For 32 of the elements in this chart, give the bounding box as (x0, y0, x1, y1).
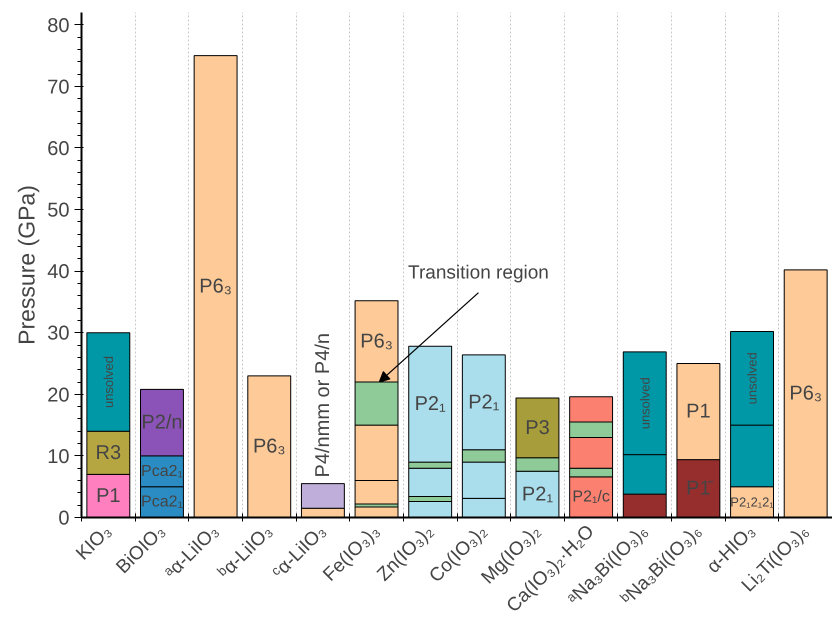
data-label: P2₁ (414, 393, 446, 416)
data-label: P2₁ (468, 391, 500, 414)
x-tick-label: KIO₃ (72, 521, 116, 565)
y-tick-label: 40 (47, 261, 70, 284)
data-label: unsolved (744, 352, 760, 404)
y-axis-title: Pressure (GPa) (13, 185, 40, 345)
y-tick-label: 10 (47, 446, 70, 468)
y-tick-label: 70 (47, 76, 70, 98)
data-label: unsolved (100, 356, 116, 408)
y-tick-label: 0 (58, 508, 70, 530)
data-label: P1 (96, 484, 121, 507)
y-tick-label: 80 (47, 14, 70, 37)
data-label: P6₃ (789, 382, 822, 405)
data-label: P2/n (141, 412, 183, 434)
y-tick-label: 20 (47, 384, 70, 406)
data-label: P1 (686, 400, 711, 423)
annotation: Transition region (408, 262, 549, 284)
data-label: P4/nmm or P4/n (312, 332, 334, 478)
data-label: P3 (525, 416, 550, 439)
data-label: P2₁/c (572, 488, 610, 506)
y-tick-label: 60 (47, 138, 70, 160)
data-label: P2₁ (522, 483, 554, 506)
y-tick-label: 30 (47, 322, 70, 345)
data-label: Pca2₁ (141, 494, 183, 511)
data-label: Pca2₁ (141, 462, 183, 480)
data-label: R3 (96, 442, 122, 464)
data-label: P6₃ (252, 436, 286, 458)
data-label: unsolved (637, 377, 652, 430)
data-label: P6₃ (199, 276, 232, 298)
data-label: P6₃ (360, 330, 393, 352)
data-label: P1̄ (686, 478, 714, 500)
y-tick-label: 50 (47, 200, 70, 222)
